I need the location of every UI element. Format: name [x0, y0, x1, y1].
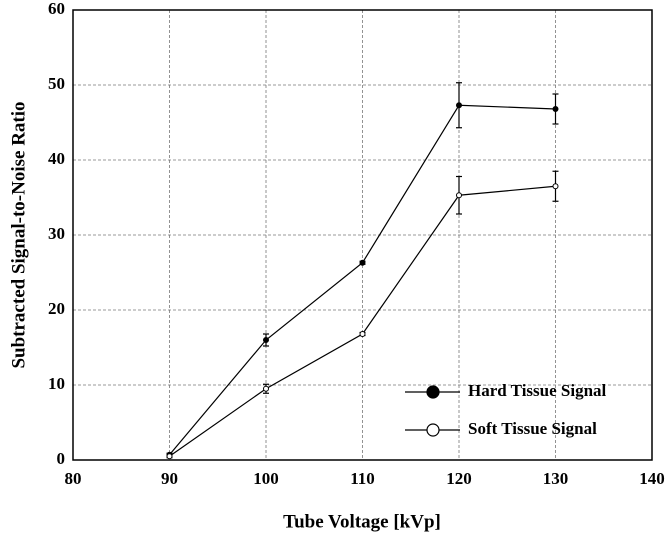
legend-label: Hard Tissue Signal [468, 381, 607, 400]
y-tick-label: 20 [48, 299, 65, 318]
data-point [456, 192, 462, 199]
data-point [263, 337, 269, 343]
legend-marker [426, 385, 440, 399]
x-tick-label: 130 [543, 469, 569, 488]
y-tick-label: 60 [48, 0, 65, 18]
y-tick-label: 30 [48, 224, 65, 243]
y-tick-label: 0 [57, 449, 66, 468]
plot-frame [72, 9, 653, 461]
data-point [359, 331, 366, 337]
x-tick-label: 140 [639, 469, 665, 488]
x-tick-label: 120 [446, 469, 472, 488]
y-tick-label: 10 [48, 374, 65, 393]
data-point [456, 102, 462, 109]
y-axis-label: Subtracted Signal-to-Noise Ratio [8, 101, 29, 368]
data-point [359, 259, 366, 266]
x-tick-label: 100 [253, 469, 279, 488]
data-point [552, 183, 559, 190]
x-tick-label: 90 [161, 469, 178, 488]
data-point [552, 106, 559, 112]
x-tick-label: 110 [350, 469, 375, 488]
y-tick-label: 40 [48, 149, 65, 168]
y-tick-label: 50 [48, 74, 65, 93]
x-axis-label: Tube Voltage [kVp] [283, 511, 441, 532]
x-tick-label: 80 [65, 469, 82, 488]
legend-marker [426, 423, 440, 437]
legend-label: Soft Tissue Signal [468, 419, 597, 438]
data-point [166, 453, 173, 460]
data-point [263, 385, 269, 392]
